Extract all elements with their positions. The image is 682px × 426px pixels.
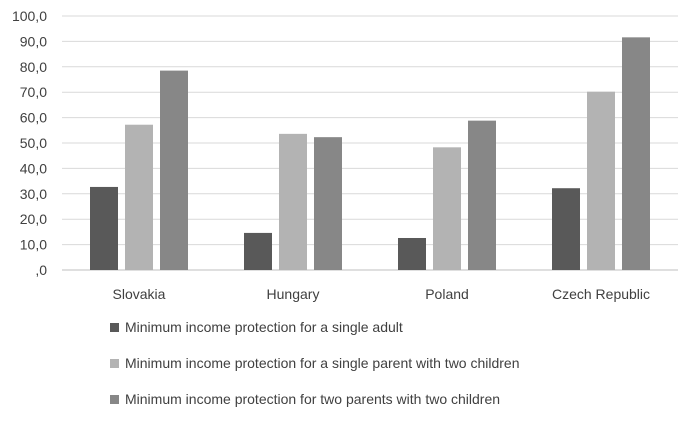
bar <box>433 147 461 270</box>
legend-swatch <box>110 358 119 368</box>
y-tick-label: 70,0 <box>20 84 47 100</box>
legend-label: Minimum income protection for two parent… <box>125 391 501 407</box>
legend-item-single-adult: Minimum income protection for a single a… <box>110 318 520 336</box>
y-tick-label: 80,0 <box>20 59 47 75</box>
x-tick-label: Slovakia <box>113 286 166 302</box>
bar-chart: ,0 10,0 20,0 30,0 40,0 50,0 60,0 70,0 80,0 90,0 10… <box>12 8 678 302</box>
gridlines <box>62 15 678 271</box>
legend: Minimum income protection for a single a… <box>110 318 520 426</box>
y-axis-tick-labels: ,0 10,0 20,0 30,0 40,0 50,0 60,0 70,0 80,0 90,0 10… <box>12 8 47 278</box>
x-tick-label: Czech Republic <box>552 286 650 302</box>
y-tick-label: 20,0 <box>20 211 47 227</box>
bar <box>552 188 580 270</box>
legend-swatch <box>110 322 119 332</box>
y-tick-label: 100,0 <box>12 8 47 24</box>
bar <box>587 91 615 270</box>
bar <box>279 133 307 270</box>
y-tick-label: 50,0 <box>20 135 47 151</box>
y-tick-label: 60,0 <box>20 110 47 126</box>
bar <box>125 124 153 270</box>
y-tick-label: 30,0 <box>20 186 47 202</box>
legend-label: Minimum income protection for a single a… <box>125 319 403 335</box>
legend-item-two-parents: Minimum income protection for two parent… <box>110 390 520 408</box>
x-tick-label: Poland <box>425 286 469 302</box>
bar <box>622 37 650 270</box>
y-tick-label: ,0 <box>35 262 47 278</box>
y-tick-label: 10,0 <box>20 237 47 253</box>
bar <box>314 137 342 270</box>
legend-label: Minimum income protection for a single p… <box>125 355 520 371</box>
x-tick-label: Hungary <box>267 286 320 302</box>
bar <box>160 70 188 270</box>
legend-item-single-parent: Minimum income protection for a single p… <box>110 354 520 372</box>
y-tick-label: 90,0 <box>20 33 47 49</box>
bar <box>468 120 496 270</box>
legend-swatch <box>110 394 119 404</box>
y-tick-label: 40,0 <box>20 160 47 176</box>
bars <box>90 37 650 270</box>
bar <box>398 237 426 270</box>
x-axis-category-labels: Slovakia Hungary Poland Czech Republic <box>113 286 650 302</box>
bar <box>244 232 272 270</box>
bar <box>90 186 118 270</box>
